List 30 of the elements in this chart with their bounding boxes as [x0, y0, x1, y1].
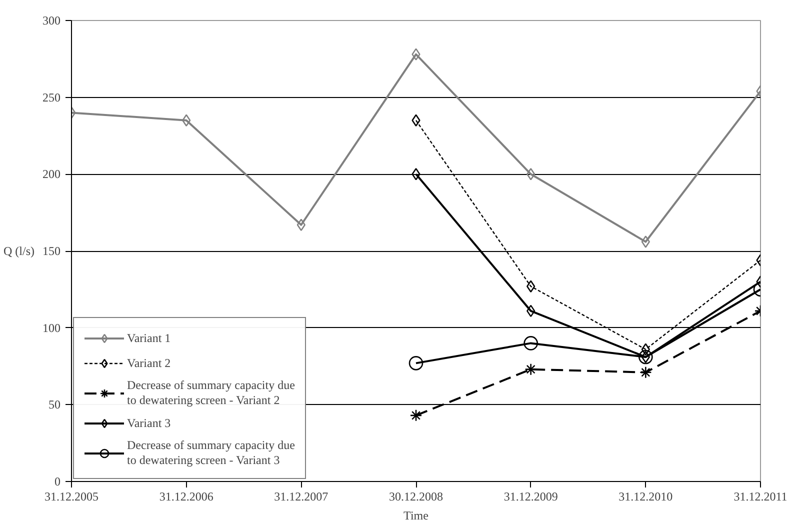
point [641, 343, 650, 356]
x-tick-label: 31.12.2006 [159, 490, 214, 504]
point [410, 409, 422, 422]
point [640, 366, 652, 379]
y-tick-label: 200 [42, 167, 60, 182]
legend-label: Variant 2 [127, 356, 171, 370]
point [524, 363, 537, 376]
point [526, 168, 536, 180]
y-tick-label: 50 [48, 398, 60, 412]
legend-label: Decrease of summary capacity due to dewatering screen - Variant 3 [127, 438, 295, 468]
point [412, 48, 420, 60]
x-tick-label: 31.12.2005 [44, 490, 98, 504]
y-tick-label: 150 [42, 244, 60, 258]
x-tick-label: 31.12.2011 [734, 490, 788, 504]
legend-label: Variant 1 [127, 330, 171, 346]
y-axis-title: Q (l/s) [4, 244, 35, 258]
x-axis-title: Time [404, 508, 428, 522]
legend-label: Variant 3 [127, 416, 171, 430]
x-tick-label: 31.12.2009 [504, 490, 558, 504]
x-tick-label: 31.12.2007 [274, 490, 328, 504]
y-tick-label: 100 [42, 320, 60, 335]
x-tick-label: 31.12.2010 [618, 490, 673, 504]
x-tick-label: 30.12.2008 [389, 490, 443, 504]
y-tick-label: 0 [54, 474, 60, 488]
y-tick-label: 300 [42, 14, 60, 28]
point [412, 168, 420, 180]
legend-label: Decrease of summary capacity due to dewatering screen - Variant 2 [127, 378, 295, 408]
point [526, 280, 536, 292]
point [641, 236, 650, 248]
y-tick-label: 250 [42, 90, 60, 104]
